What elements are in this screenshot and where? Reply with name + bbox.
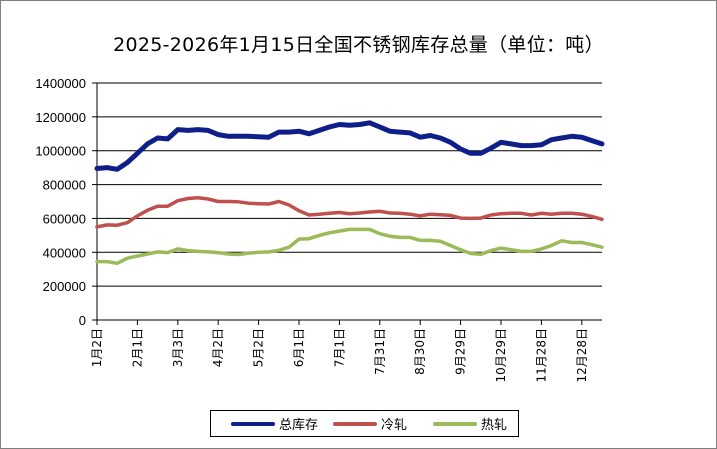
series-line-0 bbox=[94, 120, 605, 172]
x-tick-label: 3月3日 bbox=[171, 328, 185, 367]
y-tick-label: 200000 bbox=[43, 279, 86, 294]
y-tick-label: 1200000 bbox=[35, 110, 86, 125]
x-tick-label: 6月1日 bbox=[292, 328, 306, 367]
x-tick-label: 5月2日 bbox=[252, 328, 266, 367]
series-line-2 bbox=[95, 227, 604, 266]
y-tick-label: 1000000 bbox=[35, 144, 86, 159]
legend-item-cold-rolled: 冷轧 bbox=[333, 411, 407, 436]
y-tick-label: 1400000 bbox=[35, 76, 86, 91]
legend-item-hot-rolled: 热轧 bbox=[433, 411, 507, 436]
y-tick-label: 800000 bbox=[43, 178, 86, 193]
legend-label-total: 总库存 bbox=[279, 418, 319, 433]
y-tick-label: 0 bbox=[79, 313, 86, 328]
chart-legend: 总库存 冷轧 热轧 bbox=[210, 410, 519, 437]
y-tick-label: 400000 bbox=[43, 245, 86, 260]
series-line-1 bbox=[95, 196, 604, 229]
x-tick-label: 7月31日 bbox=[373, 328, 387, 375]
legend-item-total: 总库存 bbox=[231, 411, 318, 436]
legend-swatch-total bbox=[231, 421, 275, 426]
x-tick-label: 1月2日 bbox=[90, 328, 104, 367]
x-tick-label: 4月2日 bbox=[211, 328, 225, 367]
x-tick-label: 7月1日 bbox=[332, 328, 346, 367]
legend-swatch-hot-rolled bbox=[433, 421, 477, 426]
x-tick-label: 10月29日 bbox=[494, 328, 508, 383]
legend-swatch-cold-rolled bbox=[333, 421, 377, 426]
x-tick-label: 8月30日 bbox=[413, 328, 427, 375]
x-tick-label: 2月1日 bbox=[130, 328, 144, 367]
x-tick-label: 11月28日 bbox=[534, 328, 548, 383]
legend-label-hot-rolled: 热轧 bbox=[481, 418, 508, 433]
y-tick-label: 600000 bbox=[43, 211, 86, 226]
chart-title: 2025-2026年1月15日全国不锈钢库存总量（单位：吨） bbox=[113, 34, 604, 56]
legend-label-cold-rolled: 冷轧 bbox=[381, 418, 408, 433]
x-tick-label: 12月28日 bbox=[575, 328, 589, 383]
x-tick-label: 9月29日 bbox=[454, 328, 468, 375]
